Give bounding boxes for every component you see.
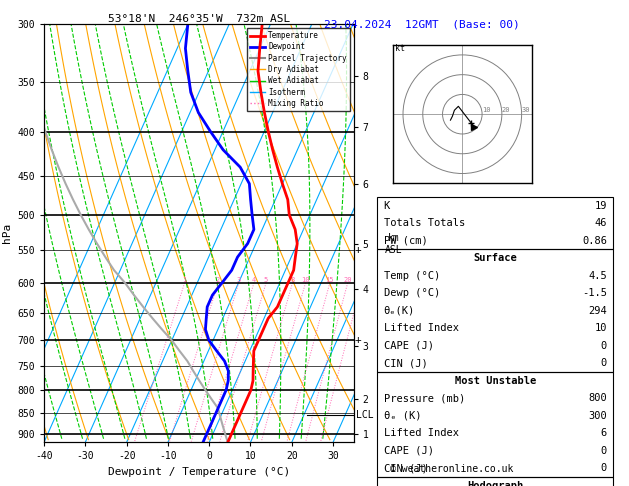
Y-axis label: hPa: hPa [2,223,12,243]
Text: 20: 20 [343,277,352,283]
Text: K: K [384,201,390,210]
Text: 0: 0 [601,463,607,473]
Text: Dewp (°C): Dewp (°C) [384,288,440,298]
Text: 294: 294 [588,306,607,315]
Text: -1.5: -1.5 [582,288,607,298]
Text: Hodograph: Hodograph [467,481,523,486]
Text: 8: 8 [291,277,294,283]
Text: 3: 3 [237,277,241,283]
Text: Totals Totals: Totals Totals [384,218,465,228]
Y-axis label: km
ASL: km ASL [385,233,403,255]
Text: 4: 4 [252,277,256,283]
Text: 23.04.2024  12GMT  (Base: 00): 23.04.2024 12GMT (Base: 00) [323,19,520,30]
Text: 20: 20 [502,107,510,113]
Text: 800: 800 [588,393,607,403]
X-axis label: Dewpoint / Temperature (°C): Dewpoint / Temperature (°C) [108,467,290,477]
Text: Temp (°C): Temp (°C) [384,271,440,280]
Text: 6: 6 [601,428,607,438]
Text: kt: kt [395,44,405,53]
Legend: Temperature, Dewpoint, Parcel Trajectory, Dry Adiabat, Wet Adiabat, Isotherm, Mi: Temperature, Dewpoint, Parcel Trajectory… [247,28,350,111]
Text: 10: 10 [301,277,309,283]
Text: Surface: Surface [474,253,517,263]
Text: 15: 15 [326,277,334,283]
Text: Most Unstable: Most Unstable [455,376,536,385]
Text: 0.86: 0.86 [582,236,607,245]
Text: 2: 2 [216,277,220,283]
Text: +: + [355,335,361,346]
Text: CIN (J): CIN (J) [384,358,428,368]
Text: PW (cm): PW (cm) [384,236,428,245]
Text: LCL: LCL [356,410,374,420]
Text: 1: 1 [182,277,187,283]
Text: 30: 30 [521,107,530,113]
Text: Pressure (mb): Pressure (mb) [384,393,465,403]
Text: CAPE (J): CAPE (J) [384,341,433,350]
Text: 0: 0 [601,341,607,350]
Text: θₑ (K): θₑ (K) [384,411,421,420]
Text: 5: 5 [264,277,268,283]
Text: 0: 0 [601,446,607,455]
Text: 10: 10 [482,107,491,113]
Text: CAPE (J): CAPE (J) [384,446,433,455]
Title: 53°18'N  246°35'W  732m ASL: 53°18'N 246°35'W 732m ASL [108,14,290,23]
Text: 4.5: 4.5 [588,271,607,280]
Text: CIN (J): CIN (J) [384,463,428,473]
Text: Lifted Index: Lifted Index [384,428,459,438]
Text: 300: 300 [588,411,607,420]
Text: 0: 0 [601,358,607,368]
Text: 19: 19 [594,201,607,210]
Text: 10: 10 [594,323,607,333]
Text: © weatheronline.co.uk: © weatheronline.co.uk [390,464,513,474]
Text: +: + [355,245,361,255]
Text: θₑ(K): θₑ(K) [384,306,415,315]
Text: 46: 46 [594,218,607,228]
Text: Lifted Index: Lifted Index [384,323,459,333]
